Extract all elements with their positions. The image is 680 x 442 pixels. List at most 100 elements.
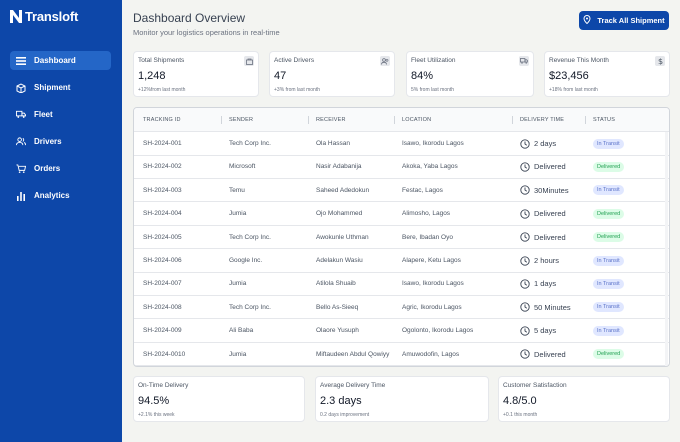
column-resize-handle[interactable]: [221, 116, 222, 124]
receiver-cell: Ojo Mohammed: [316, 210, 363, 218]
column-header[interactable]: STATUS: [593, 117, 616, 123]
clock-icon: [520, 209, 530, 219]
sender-cell: Ali Baba: [229, 327, 254, 335]
table-row[interactable]: SH-2024-009 Ali Baba Olaore Yusuph Ogolonto…: [134, 319, 669, 343]
sidebar-item-fleet[interactable]: Fleet: [10, 105, 111, 124]
sidebar-item-analytics[interactable]: Analytics: [10, 186, 111, 205]
receiver-cell: Miftaudeen Abdul Qowiyy: [316, 350, 390, 358]
stat-label: Revenue This Month: [549, 57, 609, 64]
location-cell: Festac, Lagos: [402, 186, 443, 194]
status-cell: In Transit: [593, 319, 624, 342]
location-pin-icon: [583, 14, 591, 26]
column-header[interactable]: LOCATION: [402, 117, 432, 123]
delivery-time-value: Delivered: [534, 162, 566, 172]
status-cell: Delivered: [593, 226, 625, 249]
table-row[interactable]: SH-2024-004 Jumia Ojo Mohammed Alimosho, La…: [134, 202, 669, 226]
metric-note: 0.2 days improvement: [320, 412, 370, 418]
column-resize-handle[interactable]: [512, 116, 513, 124]
table-row[interactable]: SH-2024-003 Temu Saheed Adedokun Festac, La…: [134, 179, 669, 203]
table-row[interactable]: SH-2024-008 Tech Corp Inc. Bello As-Sieeq A…: [134, 296, 669, 320]
delivery-time-value: 50 Minutes: [534, 302, 571, 312]
track-all-shipment-button[interactable]: Track All Shipment: [579, 11, 669, 30]
sender-cell: Temu: [229, 186, 245, 194]
sender-cell: Tech Corp Inc.: [229, 303, 271, 311]
column-header[interactable]: DELIVERY TIME: [520, 117, 565, 123]
receiver-cell: Adelakun Wasiu: [316, 257, 363, 264]
bar-chart-icon: [16, 191, 26, 201]
receiver-cell: Nasir Adabanija: [316, 163, 362, 171]
table-row[interactable]: SH-2024-005 Tech Corp Inc. Awokunle Uthman…: [134, 226, 669, 250]
sender-cell: Tech Corp Inc.: [229, 233, 271, 241]
receiver-cell: Ola Hassan: [316, 140, 350, 147]
tracking-id-cell: SH-2024-002: [143, 163, 182, 171]
sidebar-item-shipment[interactable]: Shipment: [10, 78, 111, 97]
metric-card: Customer Satisfaction 4.8/5.0 +0.1 this mo…: [498, 376, 670, 422]
location-cell: Agric, Ikorodu Lagos: [402, 303, 462, 311]
table-scrollbar[interactable]: [665, 132, 668, 366]
page-title: Dashboard Overview: [133, 11, 246, 25]
sidebar-item-label: Fleet: [34, 110, 53, 119]
sender-cell: Jumia: [229, 280, 247, 288]
sidebar-item-label: Shipment: [34, 83, 71, 92]
delivery-time-cell: Delivered: [520, 226, 566, 249]
users-icon: [380, 56, 390, 66]
status-badge: In Transit: [593, 255, 624, 266]
tracking-id-cell: SH-2024-0010: [143, 350, 186, 358]
location-cell: Ogolonto, Ikorodu Lagos: [402, 327, 474, 335]
location-cell: Alapere, Ketu Lagos: [402, 257, 461, 264]
table-row[interactable]: SH-2024-0010 Jumia Miftaudeen Abdul Qowiyy…: [134, 343, 669, 366]
sidebar-item-drivers[interactable]: Drivers: [10, 132, 111, 151]
clock-icon: [520, 302, 530, 312]
receiver-cell: Bello As-Sieeq: [316, 303, 359, 311]
status-cell: In Transit: [593, 249, 624, 272]
delivery-time-cell: Delivered: [520, 155, 566, 178]
metric-label: Average Delivery Time: [320, 382, 386, 389]
clock-icon: [520, 349, 530, 359]
sender-cell: Google Inc.: [229, 257, 263, 264]
metric-card: Average Delivery Time 2.3 days 0.2 days im…: [315, 376, 489, 422]
location-cell: Bere, Ibadan Oyo: [402, 233, 453, 241]
table-row[interactable]: SH-2024-007 Jumia Atilola Shuaib Isawo, Iko…: [134, 272, 669, 296]
status-cell: Delivered: [593, 155, 625, 178]
metric-value: 4.8/5.0: [503, 395, 537, 407]
tracking-id-cell: SH-2024-008: [143, 303, 182, 311]
clock-icon: [520, 185, 530, 195]
column-header[interactable]: SENDER: [229, 117, 254, 123]
sidebar-item-dashboard[interactable]: Dashboard: [10, 51, 111, 70]
table-row[interactable]: SH-2024-002 Microsoft Nasir Adabanija Akoka…: [134, 155, 669, 179]
sidebar-item-orders[interactable]: Orders: [10, 159, 111, 178]
metric-card: On-Time Delivery 94.5% +2.1% this week: [133, 376, 305, 422]
users-icon: [16, 137, 26, 147]
location-cell: Isawo, Ikorodu Lagos: [402, 280, 464, 288]
delivery-time-cell: Delivered: [520, 343, 566, 366]
column-header[interactable]: TRACKING ID: [143, 117, 181, 123]
sidebar-nav: Dashboard Shipment Fleet Drivers Orders Analy…: [10, 51, 111, 213]
column-header[interactable]: RECEIVER: [316, 117, 346, 123]
table-row[interactable]: SH-2024-006 Google Inc. Adelakun Wasiu Alap…: [134, 249, 669, 273]
column-resize-handle[interactable]: [308, 116, 309, 124]
status-cell: In Transit: [593, 179, 624, 202]
table-row[interactable]: SH-2024-001 Tech Corp Inc. Ola Hassan Isawo…: [134, 132, 669, 156]
dollar-icon: $: [655, 56, 665, 66]
metric-note: +0.1 this month: [503, 412, 538, 418]
column-resize-handle[interactable]: [394, 116, 395, 124]
sender-cell: Microsoft: [229, 163, 256, 171]
receiver-cell: Olaore Yusuph: [316, 327, 359, 335]
location-cell: Alimosho, Lagos: [402, 210, 451, 218]
metric-note: +2.1% this week: [138, 412, 175, 418]
package-icon: [16, 82, 26, 93]
delivery-time-cell: 2 hours: [520, 249, 559, 272]
brand-logo[interactable]: Transloft: [10, 9, 78, 24]
status-badge: In Transit: [593, 278, 624, 289]
sidebar: Transloft Dashboard Shipment Fleet Drivers O…: [0, 0, 122, 442]
delivery-time-value: Delivered: [534, 349, 566, 359]
metric-label: Customer Satisfaction: [503, 382, 567, 389]
clock-icon: [520, 162, 530, 172]
delivery-time-value: 1 days: [534, 279, 557, 289]
column-resize-handle[interactable]: [585, 116, 586, 124]
truck-icon: [519, 56, 529, 66]
clock-icon: [520, 279, 530, 289]
sender-cell: Jumia: [229, 210, 247, 218]
stat-note: +3% from last month: [274, 87, 320, 93]
table-header: TRACKING ID SENDER RECEIVER LOCATION DELIVER…: [134, 108, 669, 132]
